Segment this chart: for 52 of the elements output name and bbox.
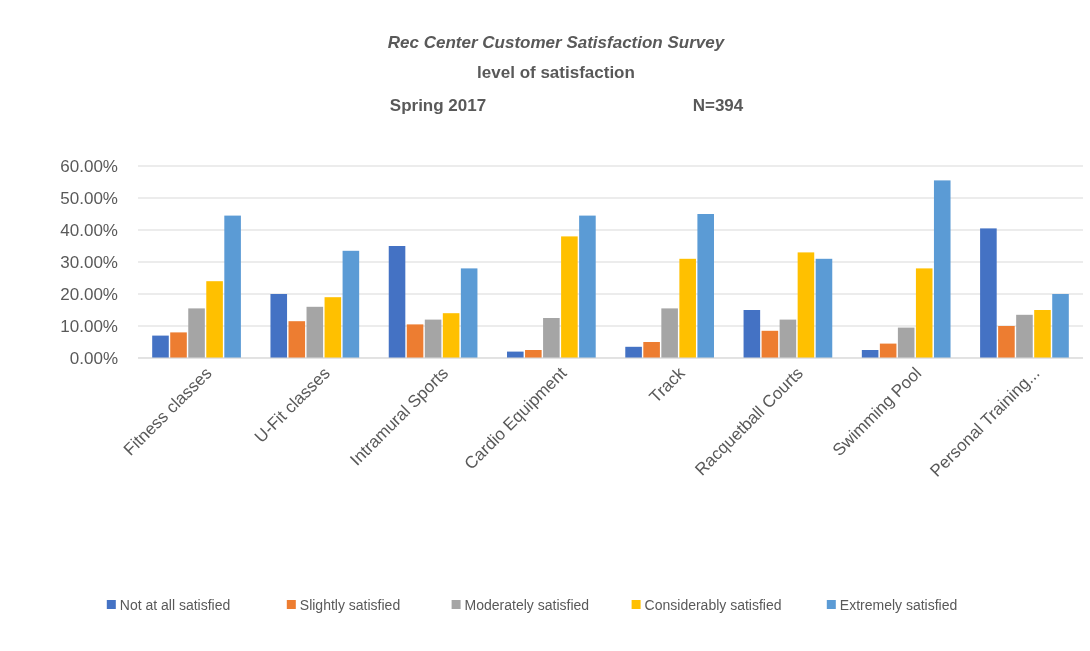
- bar: [543, 318, 560, 358]
- legend-label: Moderately satisfied: [464, 596, 590, 613]
- text: N=394: [692, 96, 744, 115]
- bar: [306, 306, 324, 358]
- bar: [625, 346, 642, 358]
- y-tick-label: 0.00%: [69, 348, 118, 368]
- bar: [460, 268, 478, 358]
- bar: [579, 215, 596, 358]
- bar: [342, 250, 360, 358]
- bar: [270, 294, 288, 358]
- bar: [152, 335, 169, 358]
- bar: [915, 268, 933, 358]
- legend-label: Considerably satisfied: [644, 596, 782, 613]
- bar: [933, 180, 951, 358]
- y-tick-label: 30.00%: [60, 252, 118, 272]
- y-tick-label: 50.00%: [60, 188, 118, 208]
- bar: [388, 246, 406, 358]
- bar: [224, 215, 241, 358]
- bar: [998, 326, 1015, 358]
- bar: [188, 308, 205, 358]
- bar: [288, 321, 306, 358]
- bar: [1016, 314, 1033, 358]
- bar: [761, 330, 779, 358]
- legend-label: Extremely satisfied: [839, 596, 958, 613]
- bar: [697, 214, 714, 358]
- bar: [170, 332, 187, 358]
- bar: [797, 252, 815, 358]
- y-tick-label: 20.00%: [60, 284, 118, 304]
- y-tick-label: 60.00%: [60, 156, 118, 176]
- bar: [661, 308, 678, 358]
- text: Spring 2017: [389, 96, 487, 115]
- legend-label: Not at all satisfied: [119, 596, 231, 613]
- y-tick-label: 10.00%: [60, 316, 118, 336]
- bar: [406, 324, 424, 358]
- bar: [206, 281, 223, 358]
- bar: [424, 319, 442, 358]
- y-tick-label: 40.00%: [60, 220, 118, 240]
- bar: [980, 228, 997, 358]
- bar: [743, 310, 761, 358]
- bar: [1034, 310, 1051, 358]
- bar: [324, 297, 342, 358]
- legend-label: Slightly satisfied: [299, 596, 401, 613]
- bar: [815, 258, 833, 358]
- chart-title: Rec Center Customer Satisfaction Survey: [387, 33, 726, 52]
- bar: [679, 258, 696, 358]
- bar: [1052, 294, 1069, 358]
- bar: [643, 342, 660, 358]
- bar: [442, 313, 460, 358]
- bar: [897, 327, 915, 358]
- chart-subtitle: level of satisfaction: [477, 63, 635, 82]
- bar: [779, 319, 797, 358]
- bar: [561, 236, 578, 358]
